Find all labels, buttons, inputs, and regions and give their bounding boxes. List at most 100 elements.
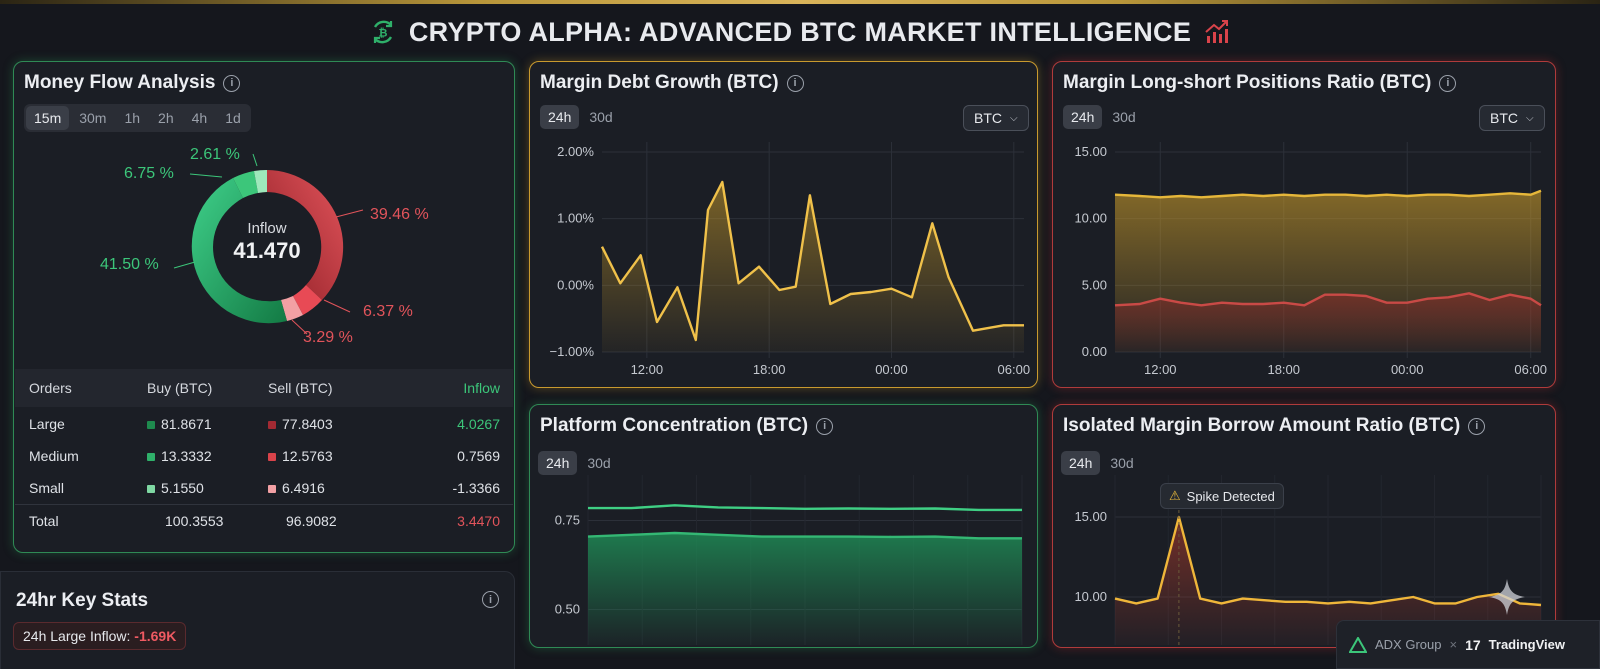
- sparkle-icon: [1489, 579, 1525, 615]
- table-row[interactable]: Large 81.8671 77.8403 4.0267: [15, 408, 513, 440]
- table-row[interactable]: Small 5.1550 6.4916 -1.3366: [15, 472, 513, 504]
- tab-2h[interactable]: 2h: [158, 110, 174, 126]
- y-tick-label: 1.00%: [557, 211, 594, 226]
- platform-title: Platform Concentration (BTC) i: [540, 415, 834, 437]
- x-tick-label: 18:00: [753, 362, 786, 377]
- x-tick-label: 12:00: [631, 362, 664, 377]
- info-icon[interactable]: i: [1468, 417, 1486, 435]
- y-tick-label: −1.00%: [550, 344, 595, 359]
- donut-label-sell-large: 39.46 %: [370, 206, 429, 223]
- donut-center-value: 41.470: [233, 238, 301, 263]
- table-header-row: Orders Buy (BTC) Sell (BTC) Inflow: [15, 369, 513, 407]
- spike-label: Spike Detected: [1186, 488, 1275, 504]
- row-order: Medium: [29, 448, 79, 464]
- page-header: ₿ CRYPTO ALPHA: ADVANCED BTC MARKET INTE…: [0, 10, 1600, 54]
- buy-small-swatch: [147, 485, 155, 494]
- tab-24h[interactable]: 24h: [1061, 451, 1101, 475]
- tab-30m[interactable]: 30m: [79, 110, 107, 126]
- donut-segment-sell-medium[interactable]: [293, 285, 322, 315]
- tab-30d[interactable]: 30d: [587, 455, 611, 471]
- x-tick-label: 00:00: [1391, 362, 1424, 377]
- donut-segment-sell-large[interactable]: [267, 170, 344, 300]
- top-accent-line: [0, 0, 1600, 4]
- svg-text:₿: ₿: [378, 28, 387, 40]
- long-short-panel: Margin Long-short Positions Ratio (BTC) …: [1052, 61, 1556, 388]
- y-tick-label: 0.75: [555, 513, 580, 528]
- long-short-chart: 15.00 10.00 5.00 0.00 12:00 18:00 00:00 06:00: [1074, 142, 1547, 377]
- row-sell-value: 77.8403: [282, 416, 333, 432]
- interval-tabs: 15m 30m 1h 2h 4h 1d: [24, 104, 251, 132]
- chevron-down-icon: ⌵: [1526, 112, 1534, 124]
- donut-label-sell-small: 3.29 %: [303, 329, 353, 346]
- table-row[interactable]: Medium 13.3332 12.5763 0.7569: [15, 440, 513, 472]
- margin-debt-chart: 2.00% 1.00% 0.00% −1.00% 12:00 18:00 00:00 06:0…: [550, 142, 1030, 377]
- y-tick-label: 0.50: [555, 601, 580, 616]
- y-tick-label: 2.00%: [557, 144, 594, 159]
- interval-tab-group: 15m 30m 1h 2h 4h 1d: [24, 104, 251, 132]
- row-buy: 13.3332: [147, 448, 268, 464]
- trending-chart-icon: [1205, 20, 1229, 43]
- tab-30d[interactable]: 30d: [1112, 109, 1136, 125]
- money-flow-title: Money Flow Analysis i: [24, 72, 241, 94]
- col-inflow: Inflow: [463, 380, 500, 396]
- row-order: Small: [29, 480, 65, 496]
- isolated-tabs: 24h 30d: [1061, 451, 1142, 475]
- donut-segment-buy-small[interactable]: [254, 169, 267, 193]
- info-icon[interactable]: i: [816, 417, 834, 435]
- page-title: CRYPTO ALPHA: ADVANCED BTC MARKET INTELL…: [408, 16, 1192, 47]
- asset-select[interactable]: BTC ⌵: [1479, 105, 1545, 131]
- info-icon[interactable]: i: [1439, 74, 1457, 92]
- donut-label-buy-large: 41.50 %: [100, 256, 159, 273]
- isolated-margin-panel: Isolated Margin Borrow Amount Ratio (BTC…: [1052, 404, 1556, 648]
- y-tick-label: 10.00: [1074, 589, 1107, 604]
- y-tick-label: 15.00: [1074, 144, 1107, 159]
- row-inflow: 4.0267: [457, 416, 500, 432]
- donut-segment-buy-large[interactable]: [191, 178, 287, 324]
- donut-segment-sell-small[interactable]: [281, 296, 303, 321]
- tab-15m[interactable]: 15m: [26, 106, 70, 130]
- series-area: [588, 533, 1022, 645]
- col-buy: Buy (BTC): [147, 380, 213, 396]
- row-sell-value: 12.5763: [282, 448, 333, 464]
- donut-center-label: Inflow: [247, 220, 287, 237]
- x-tick-label: 18:00: [1267, 362, 1300, 377]
- large-inflow-chip[interactable]: 24h Large Inflow: -1.69K: [13, 622, 187, 650]
- total-inflow: 3.4470: [457, 513, 500, 529]
- margin-debt-tabs: 24h 30d: [540, 105, 621, 129]
- row-sell-value: 6.4916: [282, 480, 325, 496]
- long-short-title-text: Margin Long-short Positions Ratio (BTC): [1063, 72, 1432, 93]
- row-inflow: -1.3366: [452, 480, 500, 496]
- col-sell: Sell (BTC): [268, 380, 333, 396]
- total-label: Total: [29, 513, 59, 529]
- tab-30d[interactable]: 30d: [589, 109, 613, 125]
- buy-medium-swatch: [147, 453, 155, 462]
- margin-debt-panel: Margin Debt Growth (BTC) i 24h 30d BTC ⌵…: [529, 61, 1038, 388]
- info-icon[interactable]: i: [223, 74, 241, 92]
- info-icon[interactable]: i: [482, 591, 499, 608]
- tab-24h[interactable]: 24h: [1063, 105, 1103, 129]
- total-buy: 100.3553: [165, 513, 224, 529]
- series-area: [1115, 517, 1541, 645]
- spike-badge: ⚠ Spike Detected: [1160, 483, 1284, 509]
- y-tick-label: 15.00: [1074, 509, 1107, 524]
- tab-24h[interactable]: 24h: [540, 105, 580, 129]
- tab-24h[interactable]: 24h: [538, 451, 578, 475]
- money-flow-table: Orders Buy (BTC) Sell (BTC) Inflow Large…: [15, 369, 513, 537]
- margin-debt-title: Margin Debt Growth (BTC) i: [540, 72, 804, 94]
- row-inflow: 0.7569: [457, 448, 500, 464]
- tab-1h[interactable]: 1h: [124, 110, 141, 126]
- chevron-down-icon: ⌵: [1010, 112, 1018, 124]
- table-divider: [15, 504, 513, 505]
- donut-segment-buy-medium[interactable]: [233, 171, 258, 198]
- asset-select[interactable]: BTC ⌵: [963, 105, 1029, 131]
- row-buy-value: 13.3332: [161, 448, 212, 464]
- series-area: [1115, 293, 1541, 352]
- donut-label-buy-medium: 6.75 %: [124, 165, 174, 182]
- tab-4h[interactable]: 4h: [191, 110, 208, 126]
- adx-logo-icon: [1349, 636, 1367, 653]
- long-short-tabs: 24h 30d: [1063, 105, 1144, 129]
- info-icon[interactable]: i: [786, 74, 804, 92]
- tab-30d[interactable]: 30d: [1110, 455, 1134, 471]
- tab-1d[interactable]: 1d: [225, 110, 241, 126]
- donut-label-sell-medium: 6.37 %: [363, 303, 413, 320]
